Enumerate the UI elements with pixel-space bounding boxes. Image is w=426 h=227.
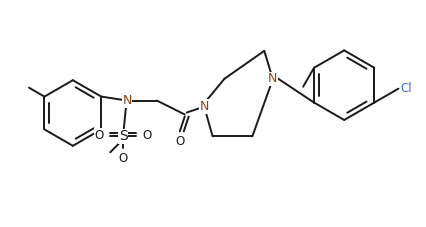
Text: N: N	[267, 72, 276, 85]
Text: N: N	[199, 100, 209, 113]
Text: N: N	[122, 94, 132, 107]
Text: O: O	[118, 152, 127, 165]
Text: S: S	[118, 129, 127, 143]
Text: O: O	[175, 135, 184, 148]
Text: O: O	[95, 129, 104, 142]
Text: O: O	[142, 129, 151, 142]
Text: Cl: Cl	[400, 82, 411, 95]
